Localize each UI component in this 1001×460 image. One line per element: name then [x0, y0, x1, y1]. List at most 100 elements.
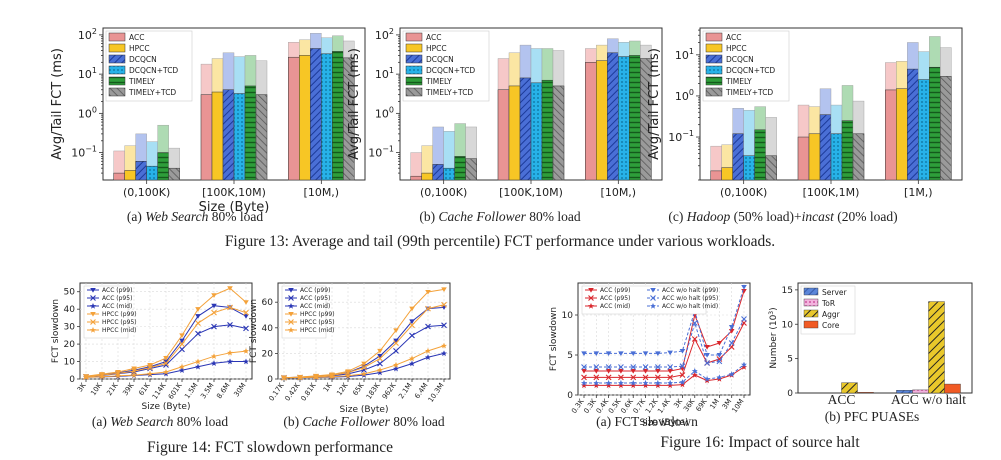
- legend-label: ACC (mid): [300, 303, 330, 310]
- data-point: [163, 359, 169, 365]
- series-path: [584, 366, 745, 386]
- data-point: [211, 360, 217, 366]
- data-point: [288, 303, 294, 309]
- legend: ACC HPCC DCQCN DCQCN+TCD TIMELY TIMELY+TCD: [105, 30, 193, 102]
- data-point: [377, 353, 383, 359]
- avg-bar: [732, 133, 744, 181]
- avg-bar: [721, 167, 733, 181]
- y-axis-label: FCT slowdown: [249, 299, 259, 363]
- data-point: [441, 287, 447, 292]
- x-axis-label: Size (Byte): [640, 418, 689, 428]
- data-point: [297, 374, 303, 381]
- caption-13a: (a) Web Search 80% load: [127, 209, 263, 224]
- data-point: [179, 338, 185, 344]
- plot-frame: [797, 282, 973, 394]
- legend: ACC (p99)ACC (p95)ACC (mid)HPCC (p99)HPC…: [281, 285, 335, 339]
- figure14-caption: Figure 14: FCT slowdown performance: [147, 439, 393, 456]
- data-point: [441, 342, 447, 349]
- data-point: [667, 350, 673, 356]
- data-point: [243, 309, 249, 316]
- data-point: [163, 356, 169, 361]
- x-tick-label: 3K: [672, 397, 684, 409]
- legend-swatch: [705, 76, 723, 86]
- data-point: [728, 340, 735, 346]
- data-point: [618, 364, 624, 370]
- x-tick-label: 183K: [365, 381, 382, 401]
- y-tick-label: 10: [782, 320, 794, 330]
- data-point: [425, 305, 431, 312]
- data-point: [329, 373, 335, 380]
- data-point: [642, 380, 649, 386]
- data-point: [361, 364, 367, 371]
- x-tick-label: 1K: [322, 381, 334, 393]
- data-point: [243, 314, 249, 319]
- data-point: [655, 351, 661, 356]
- caption-14a: (a) Web Search 80% load: [92, 414, 228, 429]
- data-point: [83, 374, 89, 380]
- y-tick-label: 101: [675, 47, 694, 62]
- avg-bar: [940, 76, 952, 181]
- avg-bar: [255, 94, 268, 181]
- x-axis-label: Size (Byte): [142, 402, 191, 412]
- legend-label: ACC w/o halt (mid): [662, 303, 718, 310]
- legend-label: ACC (mid): [102, 303, 132, 310]
- legend-label: HPCC (mid): [300, 327, 334, 334]
- legend-label: HPCC: [129, 44, 150, 53]
- data-point: [179, 333, 185, 338]
- legend-label: ACC w/o halt (p99): [662, 287, 718, 294]
- avg-bar: [321, 53, 333, 181]
- data-point: [741, 316, 747, 322]
- legend-swatch: [108, 87, 126, 97]
- data-point: [377, 367, 383, 373]
- y-tick-label: 5: [567, 351, 573, 361]
- data-point: [393, 365, 399, 372]
- avg-bar: [288, 56, 300, 181]
- series-path: [584, 364, 745, 384]
- legend: Server ToR Aggr Core: [800, 285, 856, 335]
- x-tick-label: (0,100K): [123, 186, 170, 199]
- avg-bar: [200, 94, 213, 181]
- legend-label: ACC (p95): [300, 295, 330, 302]
- data-point: [691, 336, 698, 342]
- legend-swatch: [405, 87, 423, 97]
- avg-bar: [585, 62, 597, 181]
- legend-swatch: [108, 76, 126, 86]
- data-point: [728, 325, 735, 330]
- avg-bar: [421, 172, 433, 181]
- y-tick-label: 20: [64, 340, 76, 350]
- legend-label: ACC (p99): [102, 287, 132, 294]
- y-tick-label: 50: [64, 288, 76, 298]
- legend-swatch: [705, 32, 723, 42]
- data-point: [691, 368, 698, 374]
- data-point: [90, 288, 96, 293]
- avg-bar: [343, 57, 355, 181]
- legend-swatch: [405, 43, 423, 53]
- avg-bar: [168, 167, 180, 181]
- avg-bar: [830, 133, 843, 181]
- data-point: [679, 363, 686, 370]
- data-point: [288, 327, 294, 333]
- data-point: [227, 349, 233, 356]
- caption-16b: (b) PFC PUASEs: [825, 409, 920, 424]
- legend-swatch: [705, 87, 723, 97]
- data-point: [90, 319, 96, 325]
- legend: ACC HPCC DCQCN DCQCN+TCD TIMELY TIMELY+TCD: [702, 30, 790, 102]
- y-tick-label: 0: [69, 375, 75, 385]
- chart-13c: 10−1 100 101 Avg/Tail FCT (ms) (0,100K) [100K…: [647, 27, 963, 199]
- data-point: [409, 306, 415, 312]
- y-tick-label: 40: [262, 324, 274, 334]
- legend-label: TIMELY+TCD: [725, 88, 773, 97]
- y-tick-label: 102: [375, 27, 394, 42]
- avg-bar: [135, 161, 147, 181]
- legend-label: HPCC (mid): [102, 327, 136, 334]
- y-tick-label: 20: [262, 349, 274, 359]
- avg-bar: [310, 48, 322, 181]
- x-tick-label: 2.1M: [397, 382, 413, 401]
- avg-bar: [465, 158, 477, 181]
- y-axis-label: Number (103): [768, 307, 779, 368]
- y-tick-label: 10: [562, 311, 574, 321]
- y-tick-label: 10−1: [668, 129, 694, 144]
- legend: ACC (p99)ACC (p95)ACC (mid)HPCC (p99)HPC…: [83, 285, 137, 339]
- chart-13b: 10−1 100 101 102 Avg/Tail FCT (ms) (0,100K) [1…: [347, 27, 663, 199]
- data-point: [704, 360, 710, 366]
